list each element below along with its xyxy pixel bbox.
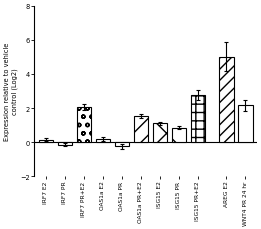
Bar xyxy=(238,106,253,142)
Y-axis label: Expression relative to vehicle
control (Log2): Expression relative to vehicle control (… xyxy=(4,43,18,141)
Bar xyxy=(77,108,91,142)
Bar xyxy=(153,124,167,142)
Bar xyxy=(96,139,110,142)
Bar xyxy=(191,96,205,142)
Bar xyxy=(172,128,186,142)
Bar xyxy=(134,116,148,142)
Bar xyxy=(39,140,53,142)
Bar xyxy=(115,142,129,147)
Bar xyxy=(58,142,72,145)
Bar xyxy=(219,58,234,142)
